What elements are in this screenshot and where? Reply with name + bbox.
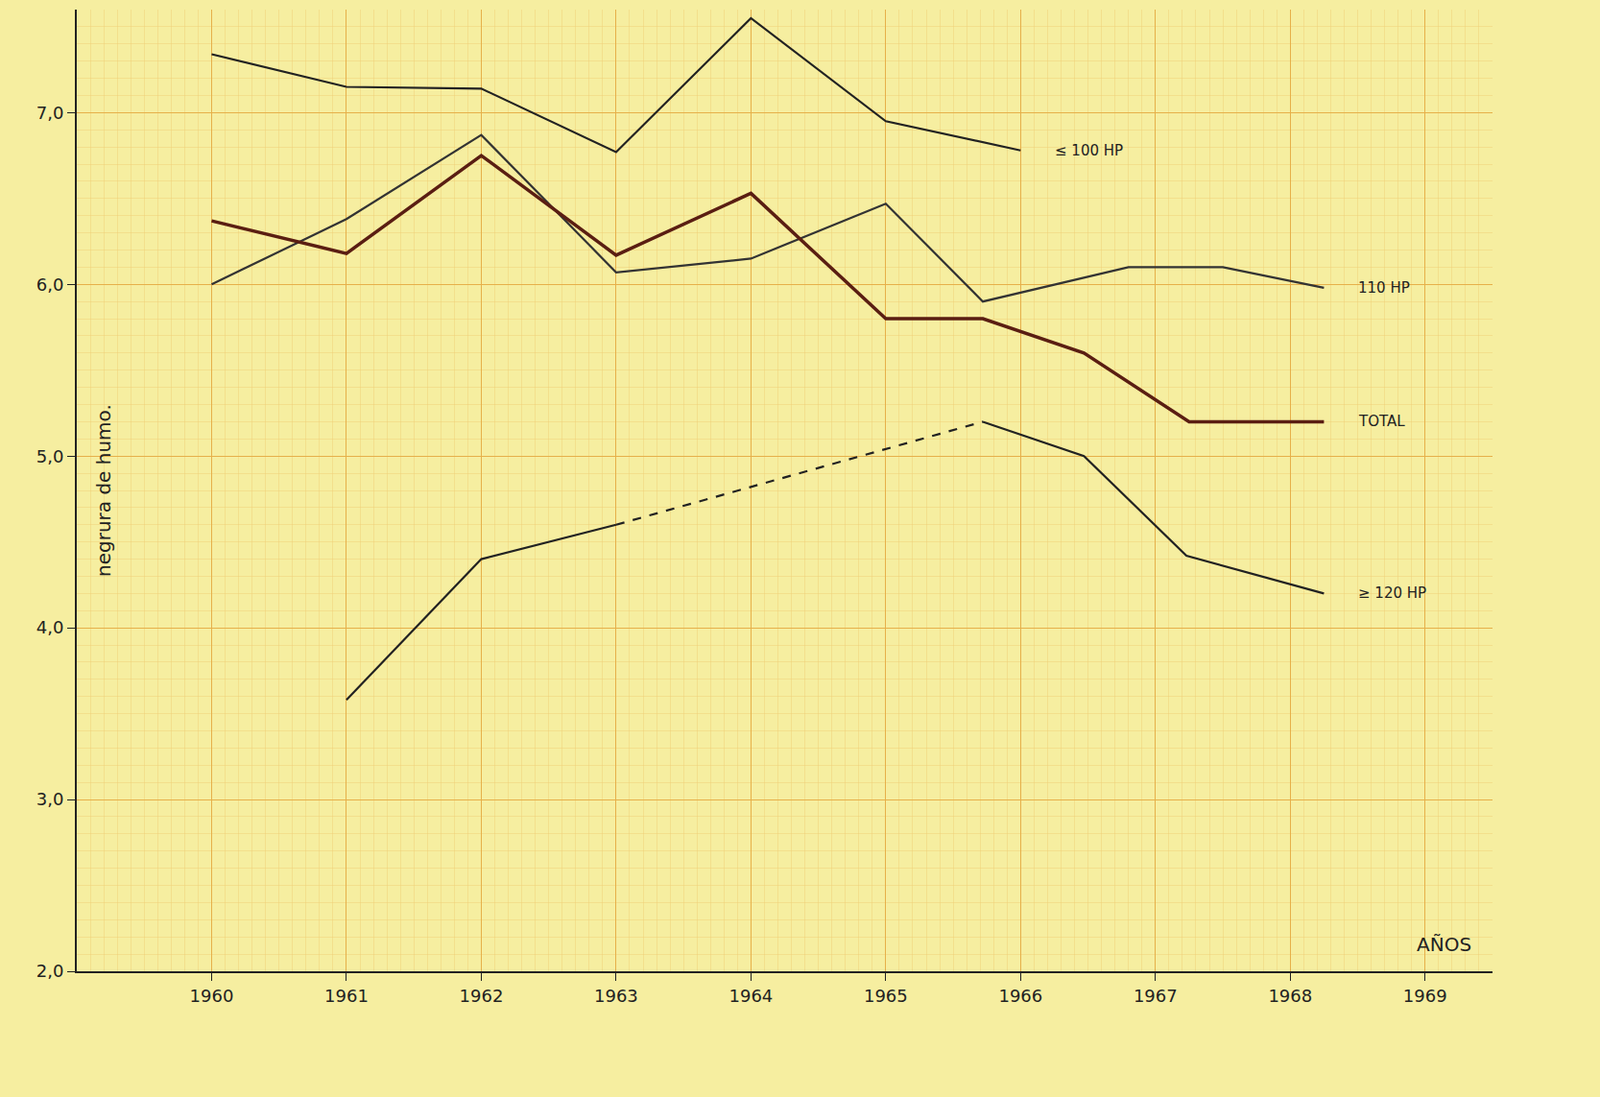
svg-text:5,0: 5,0 [36, 446, 65, 467]
svg-text:≥ 120 HP: ≥ 120 HP [1358, 584, 1427, 602]
svg-text:1969: 1969 [1403, 985, 1448, 1006]
svg-text:1961: 1961 [324, 985, 369, 1006]
svg-text:3,0: 3,0 [36, 788, 65, 810]
svg-text:AÑOS: AÑOS [1416, 932, 1472, 956]
svg-text:1965: 1965 [863, 985, 908, 1006]
svg-text:≤ 100 HP: ≤ 100 HP [1054, 142, 1123, 160]
svg-text:1964: 1964 [728, 985, 773, 1006]
svg-text:1967: 1967 [1133, 985, 1178, 1006]
svg-text:7,0: 7,0 [36, 102, 65, 123]
svg-text:110 HP: 110 HP [1358, 279, 1410, 297]
svg-text:4,0: 4,0 [36, 617, 65, 638]
svg-text:1962: 1962 [459, 985, 504, 1006]
svg-text:negrura de humo.: negrura de humo. [92, 404, 116, 577]
svg-text:1963: 1963 [594, 985, 639, 1006]
svg-text:TOTAL: TOTAL [1358, 412, 1406, 430]
svg-text:1968: 1968 [1267, 985, 1313, 1006]
svg-text:1966: 1966 [998, 985, 1043, 1006]
svg-text:2,0: 2,0 [36, 960, 65, 981]
svg-text:6,0: 6,0 [36, 274, 65, 295]
svg-text:1960: 1960 [190, 985, 235, 1006]
